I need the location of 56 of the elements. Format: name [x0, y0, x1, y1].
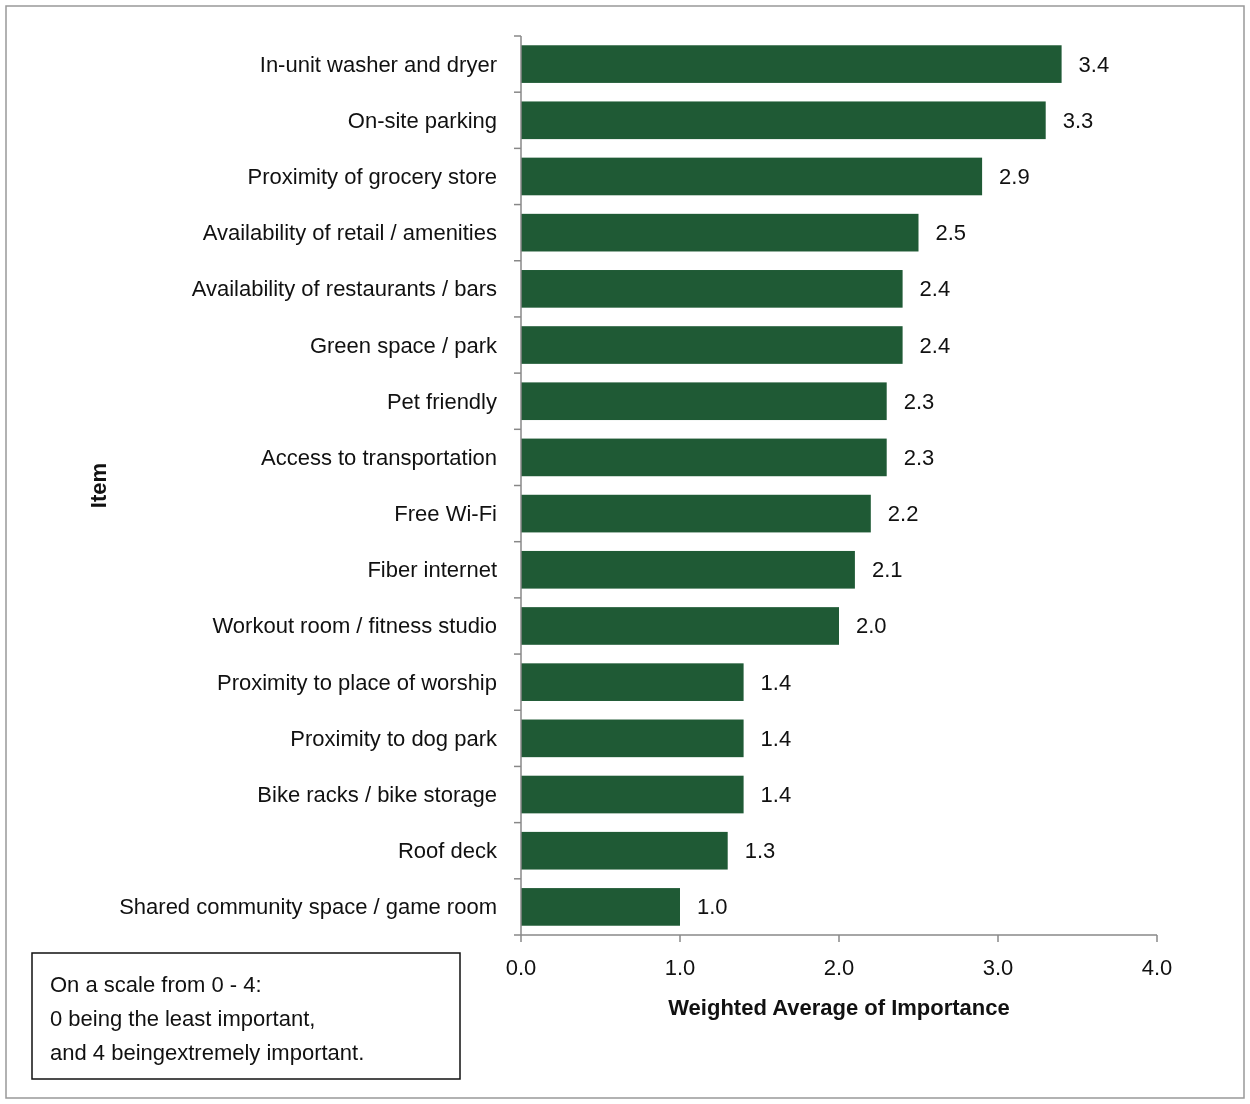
data-label: 2.4 — [919, 332, 951, 358]
bar — [521, 831, 728, 870]
data-label: 1.4 — [760, 669, 792, 695]
data-label: 2.3 — [903, 388, 935, 414]
bar — [521, 157, 983, 196]
bar — [521, 775, 744, 814]
y-tick-label: Shared community space / game room — [119, 894, 497, 920]
x-tick-label: 1.0 — [664, 955, 696, 980]
y-tick-label: Availability of retail / amenities — [202, 220, 497, 246]
bar — [521, 550, 855, 589]
bar — [521, 326, 903, 364]
bar — [521, 607, 839, 645]
bar — [521, 270, 903, 308]
y-axis-title: Item — [86, 462, 111, 509]
data-label: 3.3 — [1062, 107, 1094, 133]
data-label: 1.4 — [760, 782, 792, 808]
data-label: 1.4 — [760, 725, 792, 751]
data-label: 3.4 — [1078, 51, 1110, 77]
data-label: 2.0 — [856, 613, 887, 639]
bar — [521, 213, 919, 252]
y-tick-label: Availability of restaurants / bars — [191, 276, 497, 302]
y-tick-label: Fiber internet — [367, 557, 497, 583]
data-label: 2.1 — [871, 557, 903, 583]
data-label: 2.9 — [999, 163, 1030, 189]
data-label: 2.3 — [903, 444, 935, 470]
y-tick-label: Free Wi-Fi — [394, 501, 497, 527]
x-tick-label: 3.0 — [982, 955, 1014, 980]
y-tick-label: Workout room / fitness studio — [212, 613, 497, 639]
data-label: 1.0 — [697, 894, 728, 920]
bar — [521, 719, 744, 758]
bar — [521, 438, 887, 477]
data-label: 1.3 — [744, 838, 776, 864]
x-tick-label: 2.0 — [823, 955, 855, 980]
data-label: 2.5 — [935, 220, 967, 246]
y-tick-label: Pet friendly — [386, 388, 497, 414]
bar — [521, 888, 680, 926]
data-label: 2.4 — [919, 276, 951, 302]
x-tick-label: 0.0 — [505, 955, 537, 980]
data-label: 2.2 — [887, 501, 919, 527]
bar — [521, 382, 887, 421]
y-tick-label: Bike racks / bike storage — [257, 782, 497, 808]
y-tick-label: Green space / park — [309, 332, 498, 358]
y-tick-label: Roof deck — [397, 838, 498, 864]
y-tick-label: In-unit washer and dryer — [259, 51, 497, 77]
bar — [521, 45, 1062, 83]
x-tick-label: 4.0 — [1141, 955, 1173, 980]
y-tick-label: Access to transportation — [260, 444, 497, 470]
bar — [521, 663, 744, 701]
y-tick-label: Proximity of grocery store — [247, 163, 497, 189]
y-tick-label: Proximity to dog park — [290, 725, 498, 751]
y-tick-label: On-site parking — [347, 107, 497, 133]
bar — [521, 494, 871, 533]
x-axis-title: Weighted Average of Importance — [668, 995, 1010, 1020]
bar — [521, 101, 1046, 140]
y-tick-label: Proximity to place of worship — [217, 669, 497, 695]
text: On a scale from 0 - 4: 0 being the least important, and 4 beingextremely important. — [50, 972, 365, 1065]
